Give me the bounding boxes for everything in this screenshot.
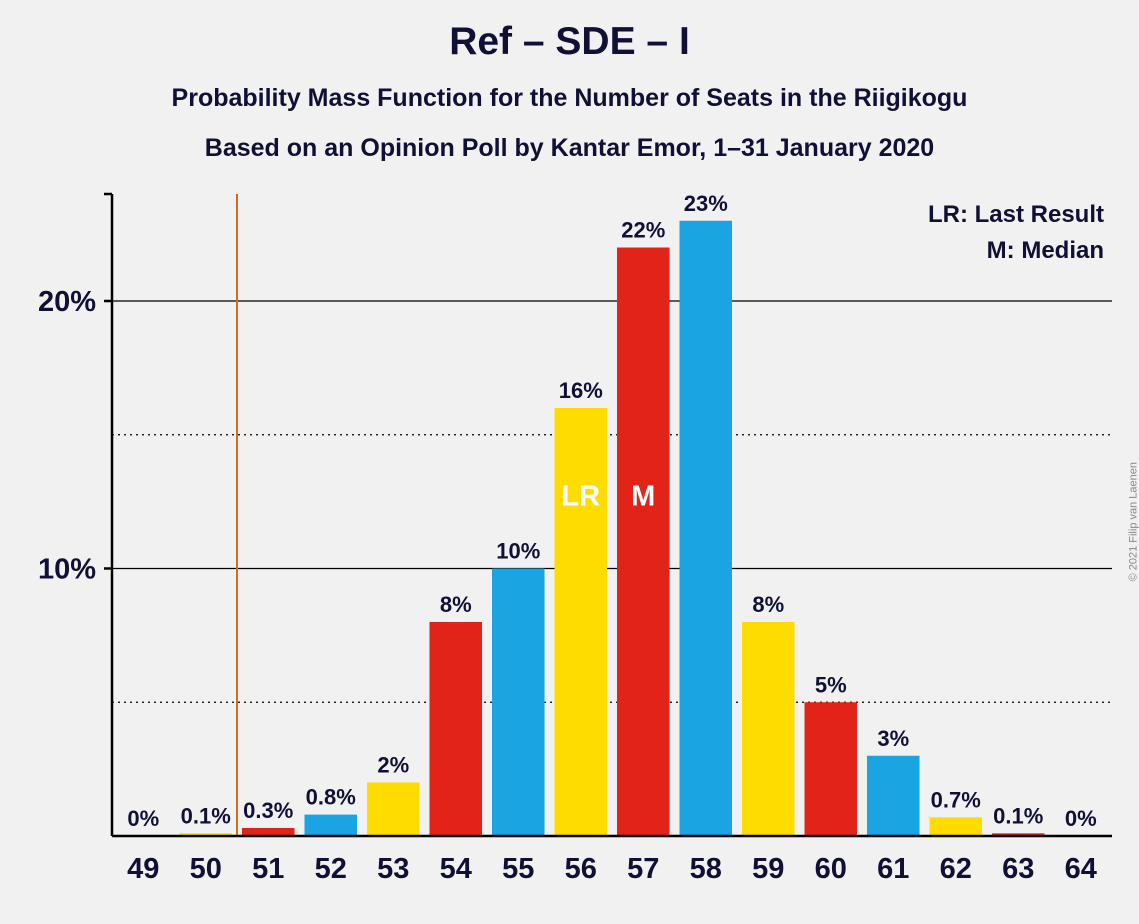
bar <box>930 817 983 836</box>
bar-value-label: 0% <box>127 806 159 831</box>
x-tick-label: 57 <box>627 853 659 885</box>
bar-value-label: 3% <box>877 726 909 751</box>
bar-annotation: M <box>631 481 655 513</box>
bar-annotation: LR <box>561 481 600 513</box>
bar-value-label: 5% <box>815 672 847 697</box>
bar <box>305 815 358 836</box>
chart-title: Ref – SDE – I <box>0 20 1139 64</box>
credit-text: © 2021 Filip van Laenen <box>1127 462 1139 581</box>
x-tick-label: 64 <box>1065 853 1097 885</box>
legend-m: M: Median <box>987 237 1104 264</box>
x-tick-label: 59 <box>752 853 784 885</box>
bar-value-label: 8% <box>440 592 472 617</box>
bar-value-label: 23% <box>684 191 728 216</box>
x-tick-label: 51 <box>252 853 284 885</box>
x-tick-label: 63 <box>1002 853 1034 885</box>
x-tick-label: 50 <box>190 853 222 885</box>
pmf-bar-chart: 0% 49 0.1% 50 0.3% 51 0.8% 52 2% 53 8% 54 10% 55 16% 56… <box>112 194 1112 906</box>
x-tick-label: 53 <box>377 853 409 885</box>
bar-value-label: 8% <box>752 592 784 617</box>
bar <box>867 756 920 836</box>
bar-value-label: 0.3% <box>243 798 293 823</box>
bar-value-label: 16% <box>559 378 603 403</box>
bar <box>492 569 545 837</box>
x-tick-label: 60 <box>815 853 847 885</box>
chart-subtitle-2: Based on an Opinion Poll by Kantar Emor,… <box>0 134 1139 163</box>
legend-lr: LR: Last Result <box>928 201 1104 228</box>
x-tick-label: 54 <box>440 853 472 885</box>
bar-value-label: 0.1% <box>181 803 231 828</box>
x-tick-label: 49 <box>127 853 159 885</box>
x-tick-label: 55 <box>502 853 534 885</box>
x-tick-label: 58 <box>690 853 722 885</box>
bar-value-label: 2% <box>377 753 409 778</box>
bar-value-label: 0.8% <box>306 785 356 810</box>
bar <box>430 622 483 836</box>
bar-value-label: 0% <box>1065 806 1097 831</box>
x-tick-label: 56 <box>565 853 597 885</box>
bar <box>680 221 733 836</box>
chart-subtitle-1: Probability Mass Function for the Number… <box>0 84 1139 113</box>
y-tick-label: 10% <box>38 554 96 586</box>
bar <box>367 783 420 837</box>
bar <box>617 248 670 837</box>
bar <box>742 622 795 836</box>
bar-value-label: 0.7% <box>931 787 981 812</box>
x-tick-label: 52 <box>315 853 347 885</box>
x-tick-label: 62 <box>940 853 972 885</box>
x-tick-label: 61 <box>877 853 909 885</box>
y-tick-label: 20% <box>38 286 96 318</box>
bar-value-label: 22% <box>621 218 665 243</box>
bar <box>805 702 858 836</box>
bar-value-label: 10% <box>496 539 540 564</box>
bar-value-label: 0.1% <box>993 803 1043 828</box>
bar <box>555 408 608 836</box>
